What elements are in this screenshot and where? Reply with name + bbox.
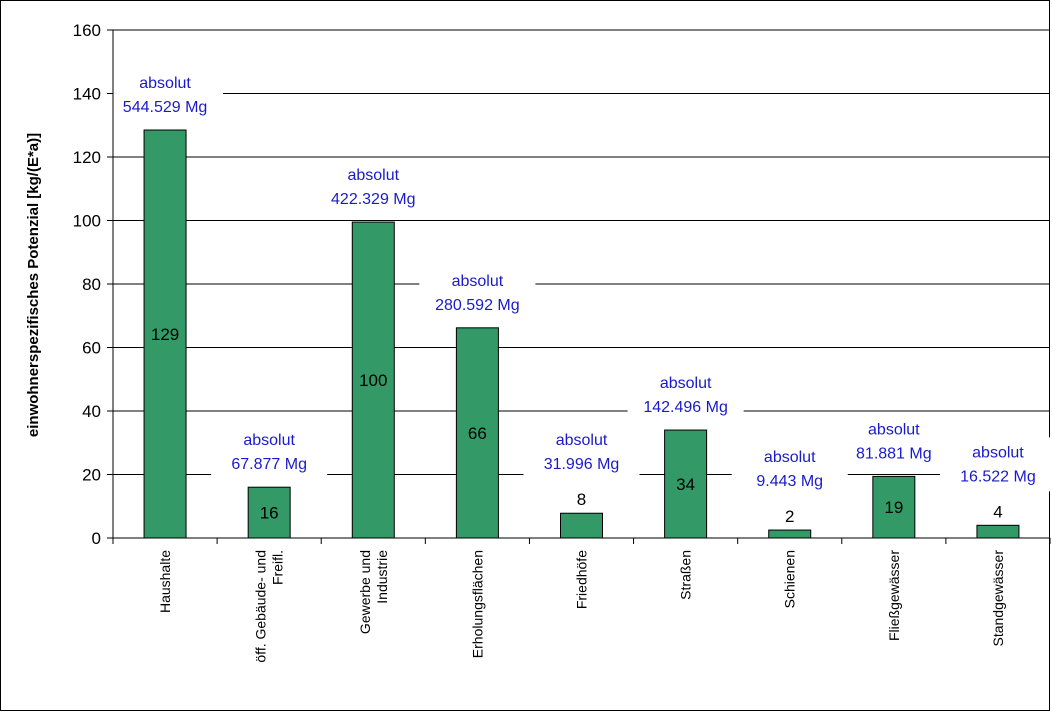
annotation-background [627,368,744,423]
annotation-backgrounds [107,68,1052,497]
annotation-background [211,425,328,480]
annotation-background [835,414,952,469]
annotation-label: absolut [764,449,816,466]
bar [143,129,187,539]
value-label: 16 [260,504,279,523]
value-label: 19 [884,498,903,517]
y-tick-label: 100 [73,212,101,231]
bar [560,512,603,539]
annotation-label: 280.592 Mg [435,297,520,314]
bar [455,327,499,539]
category-label: Schienen [782,550,798,608]
labels: 129 absolut 544.529 Mg Haushalte 16 absolut 67… [123,75,1036,663]
y-axis-label: einwohnerspezifisches Potenzial [kg/(E*a… [25,133,42,437]
annotation-label: absolut [243,432,295,449]
annotation-label: 544.529 Mg [123,99,208,116]
y-tick-label: 160 [73,21,101,40]
bar [664,429,708,539]
category-label: Erholungsflächen [469,550,485,658]
value-label: 100 [359,371,387,390]
category-label: öff. Gebäude- und [253,550,269,663]
category-label: Standgewässer [990,550,1006,647]
y-tick-label: 0 [92,529,101,548]
annotation-label: absolut [347,167,399,184]
annotation-background [731,442,848,497]
annotation-background [523,425,640,480]
y-tick-label: 120 [73,148,101,167]
category-label: Gewerbe und [357,550,373,634]
value-label: 4 [993,502,1002,521]
category-label: Freifl. [270,550,286,585]
bar [351,221,395,539]
y-tick-label: 40 [82,402,101,421]
annotation-background [419,265,536,320]
value-label: 2 [785,507,794,526]
category-label: Industrie [374,550,390,604]
value-label: 34 [676,475,695,494]
annotation-label: 67.877 Mg [231,456,307,473]
annotation-label: 31.996 Mg [544,456,620,473]
bar [768,529,812,539]
annotation-label: absolut [660,375,712,392]
gridlines [113,29,1050,475]
annotation-background [315,160,432,215]
y-tick-label: 20 [82,466,101,485]
y-tick-label: 80 [82,275,101,294]
value-label: 8 [577,490,586,509]
annotation-label: absolut [139,75,191,92]
annotation-label: 422.329 Mg [331,191,416,208]
bars [143,129,1020,539]
axes: 0 20 40 60 80 100 120 140 160 [73,21,1051,548]
annotation-label: 142.496 Mg [643,399,728,416]
bar [976,524,1020,539]
annotation-label: absolut [556,432,608,449]
annotation-label: absolut [972,444,1024,461]
value-label: 66 [468,424,487,443]
annotation-label: absolut [868,421,920,438]
annotation-background [107,68,224,123]
y-tick-label: 140 [73,85,101,104]
annotation-background [939,437,1052,492]
category-label: Fließgewässer [886,550,902,641]
category-label: Friedhöfe [574,550,590,609]
value-label: 129 [151,325,179,344]
annotation-label: absolut [452,273,504,290]
annotation-label: 16.522 Mg [960,468,1036,485]
y-tick-label: 60 [82,339,101,358]
category-label: Haushalte [157,550,173,613]
annotation-label: 9.443 Mg [756,473,823,490]
annotation-label: 81.881 Mg [856,445,932,462]
category-label: Straßen [678,550,694,600]
